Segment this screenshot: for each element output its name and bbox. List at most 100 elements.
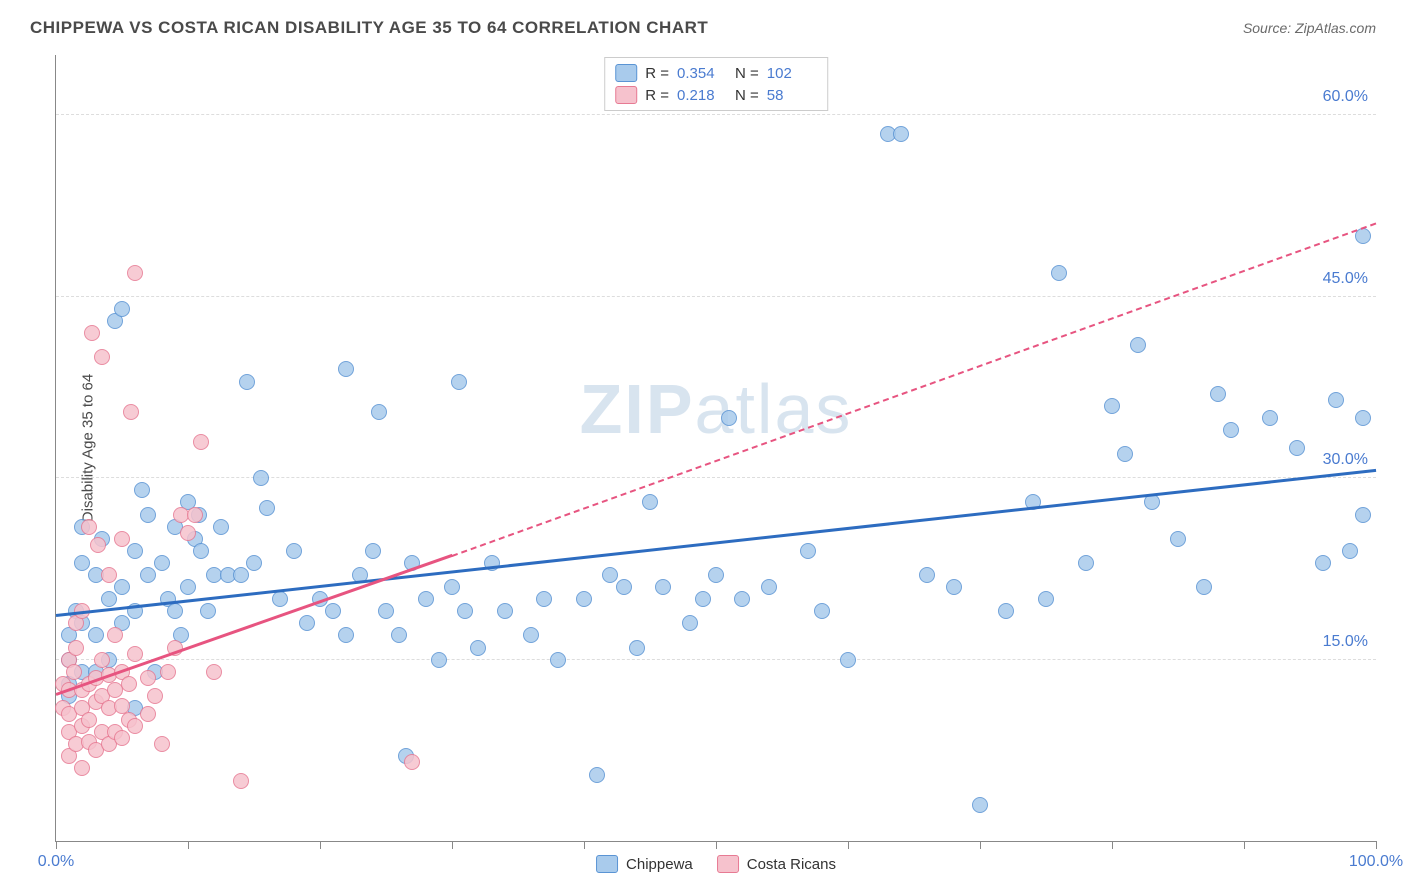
data-point — [246, 555, 262, 571]
data-point — [193, 434, 209, 450]
data-point — [101, 591, 117, 607]
data-point — [734, 591, 750, 607]
x-tick — [188, 841, 189, 849]
data-point — [1342, 543, 1358, 559]
x-tick — [1376, 841, 1377, 849]
data-point — [253, 470, 269, 486]
watermark: ZIPatlas — [580, 369, 853, 449]
data-point — [371, 404, 387, 420]
data-point — [121, 676, 137, 692]
x-tick — [716, 841, 717, 849]
data-point — [655, 579, 671, 595]
data-point — [239, 374, 255, 390]
x-tick — [56, 841, 57, 849]
data-point — [629, 640, 645, 656]
data-point — [140, 507, 156, 523]
series-name: Costa Ricans — [747, 856, 836, 873]
data-point — [167, 603, 183, 619]
legend-swatch — [615, 64, 637, 82]
data-point — [101, 567, 117, 583]
data-point — [814, 603, 830, 619]
x-tick — [320, 841, 321, 849]
chart-plot-area: ZIPatlas Disability Age 35 to 64 R = 0.35… — [55, 55, 1376, 842]
x-tick — [980, 841, 981, 849]
data-point — [1315, 555, 1331, 571]
data-point — [1170, 531, 1186, 547]
data-point — [1038, 591, 1054, 607]
data-point — [365, 543, 381, 559]
data-point — [431, 652, 447, 668]
gridline-h — [56, 659, 1376, 660]
data-point — [972, 797, 988, 813]
data-point — [134, 482, 150, 498]
data-point — [1328, 392, 1344, 408]
data-point — [127, 265, 143, 281]
y-tick-label: 45.0% — [1323, 270, 1368, 288]
data-point — [1289, 440, 1305, 456]
x-tick-label: 100.0% — [1349, 853, 1403, 871]
data-point — [338, 361, 354, 377]
data-point — [127, 646, 143, 662]
data-point — [140, 706, 156, 722]
legend-n-value: 102 — [767, 65, 817, 82]
data-point — [213, 519, 229, 535]
data-point — [90, 537, 106, 553]
y-tick-label: 60.0% — [1323, 88, 1368, 106]
data-point — [74, 760, 90, 776]
data-point — [147, 688, 163, 704]
x-tick — [848, 841, 849, 849]
data-point — [114, 579, 130, 595]
data-point — [180, 579, 196, 595]
data-point — [206, 664, 222, 680]
data-point — [457, 603, 473, 619]
data-point — [123, 404, 139, 420]
series-legend: Chippewa Costa Ricans — [596, 855, 836, 873]
data-point — [919, 567, 935, 583]
data-point — [338, 627, 354, 643]
data-point — [74, 555, 90, 571]
data-point — [576, 591, 592, 607]
series-legend-item: Costa Ricans — [717, 855, 836, 873]
data-point — [114, 531, 130, 547]
data-point — [154, 555, 170, 571]
x-tick — [584, 841, 585, 849]
data-point — [695, 591, 711, 607]
gridline-h — [56, 296, 1376, 297]
data-point — [536, 591, 552, 607]
data-point — [233, 773, 249, 789]
data-point — [721, 410, 737, 426]
data-point — [200, 603, 216, 619]
data-point — [68, 640, 84, 656]
legend-r-label: R = — [645, 65, 669, 82]
data-point — [160, 664, 176, 680]
legend-n-label: N = — [735, 87, 759, 104]
data-point — [550, 652, 566, 668]
data-point — [602, 567, 618, 583]
data-point — [451, 374, 467, 390]
data-point — [998, 603, 1014, 619]
y-axis-label: Disability Age 35 to 64 — [80, 374, 97, 522]
data-point — [233, 567, 249, 583]
data-point — [1078, 555, 1094, 571]
data-point — [88, 627, 104, 643]
legend-row: R =0.354N =102 — [615, 62, 817, 84]
series-name: Chippewa — [626, 856, 693, 873]
legend-r-label: R = — [645, 87, 669, 104]
chart-title: CHIPPEWA VS COSTA RICAN DISABILITY AGE 3… — [30, 18, 708, 38]
data-point — [272, 591, 288, 607]
data-point — [800, 543, 816, 559]
data-point — [81, 519, 97, 535]
data-point — [1196, 579, 1212, 595]
x-tick — [452, 841, 453, 849]
y-tick-label: 15.0% — [1323, 633, 1368, 651]
legend-r-value: 0.354 — [677, 65, 727, 82]
data-point — [761, 579, 777, 595]
data-point — [1130, 337, 1146, 353]
data-point — [114, 301, 130, 317]
data-point — [1355, 507, 1371, 523]
legend-swatch — [717, 855, 739, 873]
data-point — [325, 603, 341, 619]
legend-row: R =0.218N =58 — [615, 84, 817, 106]
data-point — [114, 730, 130, 746]
data-point — [94, 349, 110, 365]
